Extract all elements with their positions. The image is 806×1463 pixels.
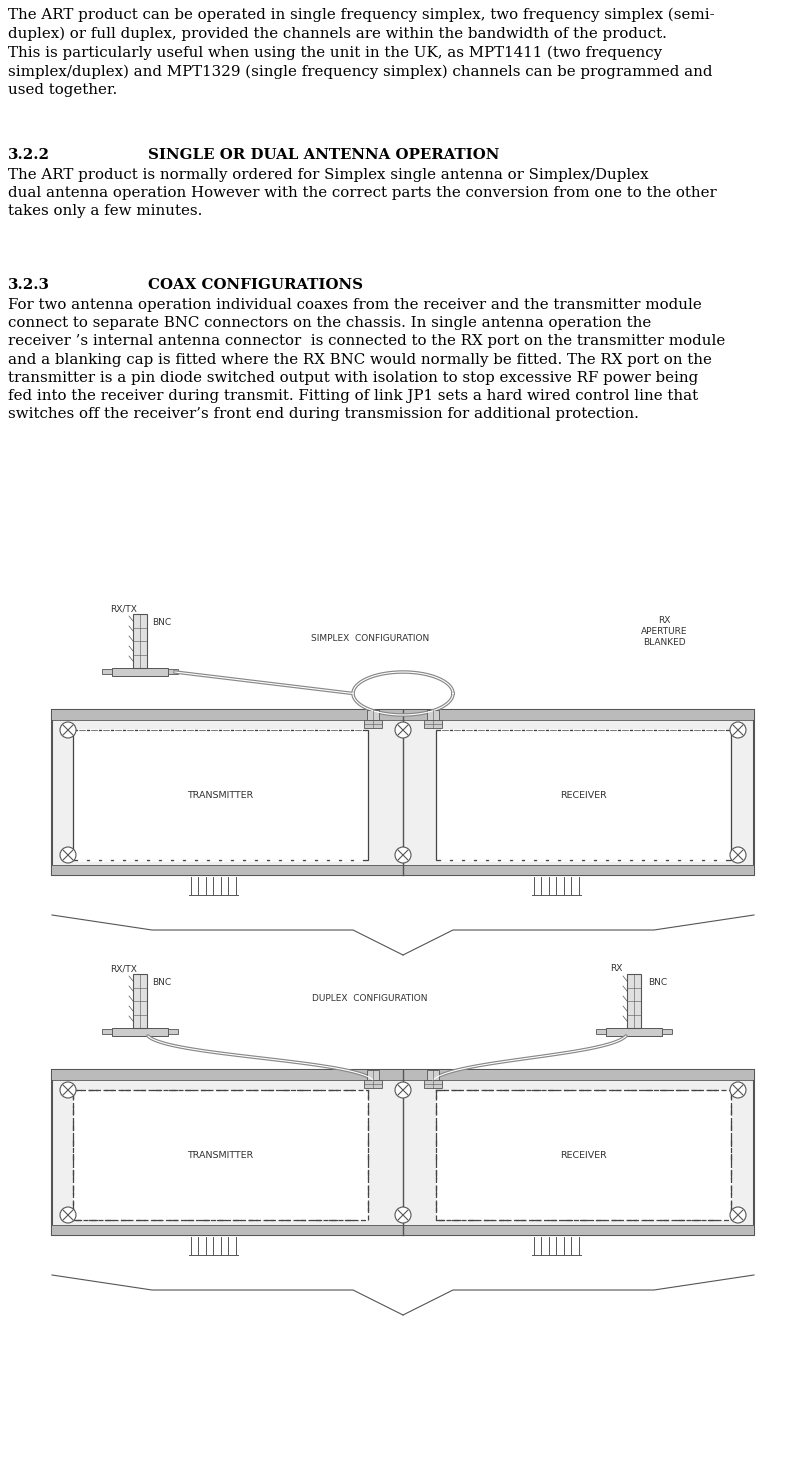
Bar <box>424 1080 442 1088</box>
Circle shape <box>395 1083 411 1099</box>
Text: RX/TX: RX/TX <box>110 964 137 973</box>
Bar <box>367 1069 379 1080</box>
Bar <box>133 614 147 669</box>
Text: 3.2.3: 3.2.3 <box>8 278 50 293</box>
Bar <box>73 1090 368 1220</box>
Bar <box>52 710 754 875</box>
Bar <box>662 1028 672 1034</box>
Bar <box>364 1080 382 1088</box>
Text: BNC: BNC <box>152 977 171 988</box>
Text: BNC: BNC <box>152 617 171 628</box>
Text: RX: RX <box>610 964 622 973</box>
Bar <box>424 720 442 729</box>
Bar <box>52 1069 754 1080</box>
Bar <box>436 730 731 860</box>
Circle shape <box>730 723 746 737</box>
Bar <box>168 1028 178 1034</box>
Bar <box>112 669 168 676</box>
Bar <box>168 669 178 674</box>
Text: SINGLE OR DUAL ANTENNA OPERATION: SINGLE OR DUAL ANTENNA OPERATION <box>148 148 500 162</box>
Bar <box>436 1090 731 1220</box>
Text: DUPLEX  CONFIGURATION: DUPLEX CONFIGURATION <box>312 993 428 1004</box>
Text: For two antenna operation individual coaxes from the receiver and the transmitte: For two antenna operation individual coa… <box>8 298 725 421</box>
Circle shape <box>395 847 411 863</box>
Circle shape <box>60 1083 76 1099</box>
Bar <box>52 1225 754 1235</box>
Text: 3.2.2: 3.2.2 <box>8 148 50 162</box>
Text: The ART product is normally ordered for Simplex single antenna or Simplex/Duplex: The ART product is normally ordered for … <box>8 168 717 218</box>
Text: RX
APERTURE
BLANKED: RX APERTURE BLANKED <box>641 616 688 647</box>
Bar <box>606 1028 662 1036</box>
Bar <box>52 865 754 875</box>
Text: COAX CONFIGURATIONS: COAX CONFIGURATIONS <box>148 278 363 293</box>
Text: RECEIVER: RECEIVER <box>560 1150 607 1160</box>
Text: TRANSMITTER: TRANSMITTER <box>187 790 254 799</box>
Bar <box>627 974 641 1028</box>
Circle shape <box>730 1083 746 1099</box>
Text: RX/TX: RX/TX <box>110 604 137 613</box>
Text: BNC: BNC <box>648 977 667 988</box>
Bar <box>427 1069 439 1080</box>
Bar <box>102 1028 112 1034</box>
Bar <box>102 669 112 674</box>
Bar <box>367 710 379 720</box>
Circle shape <box>60 847 76 863</box>
Circle shape <box>730 847 746 863</box>
Bar <box>596 1028 606 1034</box>
Bar <box>73 730 368 860</box>
Circle shape <box>395 1207 411 1223</box>
Bar <box>133 974 147 1028</box>
Text: The ART product can be operated in single frequency simplex, two frequency simpl: The ART product can be operated in singl… <box>8 7 715 97</box>
Text: TRANSMITTER: TRANSMITTER <box>187 1150 254 1160</box>
Bar <box>427 710 439 720</box>
Text: RECEIVER: RECEIVER <box>560 790 607 799</box>
Bar <box>52 710 754 720</box>
Circle shape <box>730 1207 746 1223</box>
Bar <box>52 1069 754 1235</box>
Circle shape <box>60 1207 76 1223</box>
Text: SIMPLEX  CONFIGURATION: SIMPLEX CONFIGURATION <box>311 633 429 644</box>
Bar <box>112 1028 168 1036</box>
Bar <box>364 720 382 729</box>
Circle shape <box>60 723 76 737</box>
Circle shape <box>395 723 411 737</box>
